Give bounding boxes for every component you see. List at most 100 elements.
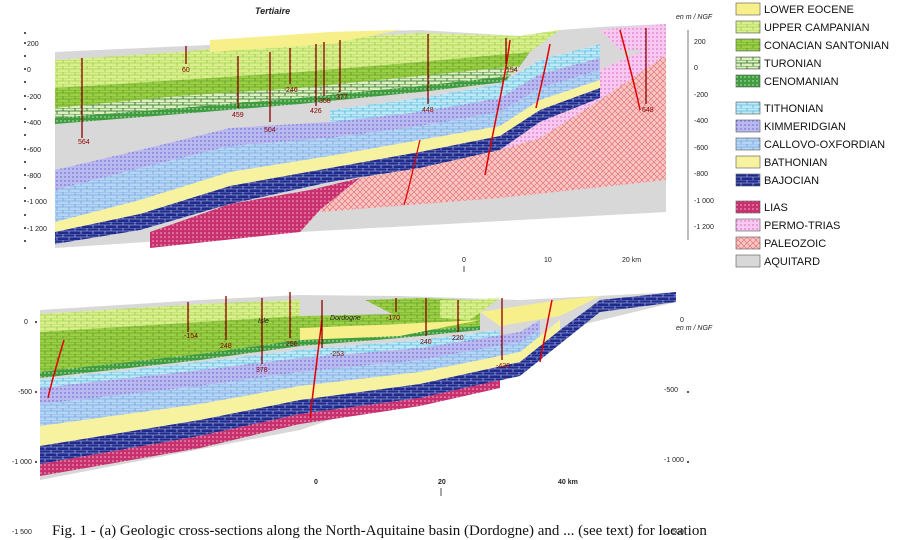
legend-swatch-lias (735, 200, 761, 214)
legend-swatch-bajocian (735, 173, 761, 187)
top-left-tick: -1 200 (27, 226, 47, 233)
bottom-layer-tithonian (40, 330, 500, 388)
bottom-layer-bowl-light (440, 298, 500, 320)
top-right-tick: 200 (694, 39, 706, 46)
figure-caption: Fig. 1 - (a) Geologic cross-sections alo… (52, 523, 707, 539)
legend-label-tithonian: TITHONIAN (764, 103, 823, 115)
legend-label-turonian: TURONIAN (764, 58, 822, 70)
well-label: 256 (286, 341, 298, 348)
legend-label-callovo-oxfordian: CALLOVO-OXFORDIAN (764, 139, 885, 151)
top-left-tick: -200 (27, 94, 41, 101)
bottom-fault-3 (539, 299, 553, 363)
bottom-layer-callovo-oxfordian (40, 330, 540, 426)
bottom-right-tick: 0 (680, 317, 684, 324)
bottom-scale-tick: 0 (314, 479, 318, 486)
top-layer-eocene (210, 30, 400, 52)
top-layer-paleozoic (320, 55, 666, 212)
legend-swatch-aquitard (735, 254, 761, 268)
top-scale-tick: 10 (544, 257, 552, 264)
top-right-tick: -1 200 (694, 224, 714, 231)
top-left-tick: 0 (27, 67, 31, 74)
well-label: -154 (184, 333, 198, 340)
bottom-right-tick: -1 000 (664, 457, 684, 464)
place-label-isle: Isle (258, 318, 269, 325)
legend-label-permo-trias: PERMO-TRIAS (764, 220, 840, 232)
top-wells: 564 60 459 504 246 426 358 377 448 154 648 (78, 28, 654, 146)
legend-swatch-paleozoic (735, 236, 761, 250)
top-right-tick: -1 000 (694, 198, 714, 205)
top-fault-4 (403, 139, 421, 206)
well-label: 459 (232, 112, 244, 119)
bottom-scale-tick: 40 km (558, 479, 578, 486)
bottom-layer-kimmeridgian (40, 320, 540, 404)
legend-swatch-upper-campanian (735, 20, 761, 34)
top-section-title: Tertiaire (255, 6, 290, 16)
bottom-cross-section: Isle Dordogne 0 -500 -1 000 -1 500 en m … (12, 292, 713, 536)
well-label: 246 (286, 87, 298, 94)
legend-swatch-bathonian (735, 155, 761, 169)
legend-label-conacian-santonian: CONACIAN SANTONIAN (764, 40, 889, 52)
legend-label-lower-eocene: LOWER EOCENE (764, 4, 854, 16)
legend-label-lias: LIAS (764, 202, 788, 214)
top-fault-1 (484, 39, 511, 176)
top-left-tick: -600 (27, 147, 41, 154)
top-layer-permo-trias-right (600, 24, 666, 50)
legend-label-kimmeridgian: KIMMERIDGIAN (764, 121, 846, 133)
top-scale-tick: 20 km (622, 257, 641, 264)
legend-swatch-turonian (735, 56, 761, 70)
top-right-tick: -800 (694, 171, 708, 178)
top-left-tick: -400 (27, 120, 41, 127)
top-left-tick: 200 (27, 41, 39, 48)
legend-swatch-tithonian (735, 101, 761, 115)
bottom-fault-1 (47, 339, 65, 399)
top-layer-permo-trias (500, 40, 666, 168)
bottom-fault-2 (309, 319, 323, 419)
well-label: -170 (386, 315, 400, 322)
well-label: 426 (310, 108, 322, 115)
top-layer-turonian (55, 66, 520, 118)
top-layer-upper-campanian (55, 30, 560, 88)
top-unit-label-right: en m / NGF (676, 14, 713, 21)
top-layer-kimmeridgian (55, 58, 600, 190)
top-layer-lias (150, 178, 360, 248)
top-layer-cenomanian (55, 76, 510, 124)
bottom-left-tick: -1 000 (12, 459, 32, 466)
legend-swatch-callovo-oxfordian (735, 137, 761, 151)
bottom-unit-label: en m / NGF (676, 325, 713, 332)
legend-label-cenomanian: CENOMANIAN (764, 76, 839, 88)
legend-swatch-cenomanian (735, 74, 761, 88)
top-fault-3 (619, 29, 641, 111)
legend-swatch-conacian-santonian (735, 38, 761, 52)
bottom-layer-upper-campanian (40, 300, 300, 332)
well-label: 220 (452, 335, 464, 342)
bottom-layer-eocene-left (300, 320, 480, 340)
legend-swatch-permo-trias (735, 218, 761, 232)
bottom-left-tick: 0 (24, 319, 28, 326)
bottom-right-tick: -1 500 (664, 529, 684, 536)
top-left-tick: -800 (27, 173, 41, 180)
well-label: 564 (78, 139, 90, 146)
top-right-tick: 0 (694, 65, 698, 72)
well-label: 504 (264, 127, 276, 134)
bottom-scale-tick: 20 (438, 479, 446, 486)
legend-label-bathonian: BATHONIAN (764, 157, 827, 169)
top-scale: 0 10 20 km (462, 257, 641, 272)
well-label: -420 (496, 363, 510, 370)
well-label: 648 (642, 107, 654, 114)
well-label: 358 (319, 98, 331, 105)
bottom-layer-bajocian (40, 292, 676, 464)
legend-label-aquitard: AQUITARD (764, 256, 820, 268)
well-label: 248 (220, 343, 232, 350)
top-cross-section: Tertiaire en m / NGF 2 (24, 6, 714, 272)
legend-label-bajocian: BAJOCIAN (764, 175, 819, 187)
bottom-right-axis: en m / NGF 0 -500 -1 000 -1 500 (664, 317, 713, 536)
legend: LOWER EOCENE UPPER CAMPANIAN CONACIAN SANT… (735, 2, 889, 268)
bottom-left-axis: 0 -500 -1 000 -1 500 (12, 319, 37, 536)
top-right-tick: -400 (694, 118, 708, 125)
top-layer-callovo-oxfordian (55, 70, 600, 222)
well-label: -253 (330, 351, 344, 358)
well-label: 377 (336, 94, 348, 101)
bottom-left-tick: -1 500 (12, 529, 32, 536)
top-right-tick: -600 (694, 145, 708, 152)
well-label: 448 (422, 107, 434, 114)
